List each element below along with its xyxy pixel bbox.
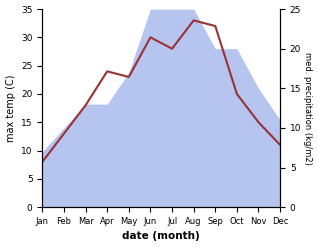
X-axis label: date (month): date (month): [122, 231, 200, 242]
Y-axis label: max temp (C): max temp (C): [5, 74, 16, 142]
Y-axis label: med. precipitation (kg/m2): med. precipitation (kg/m2): [303, 52, 313, 165]
